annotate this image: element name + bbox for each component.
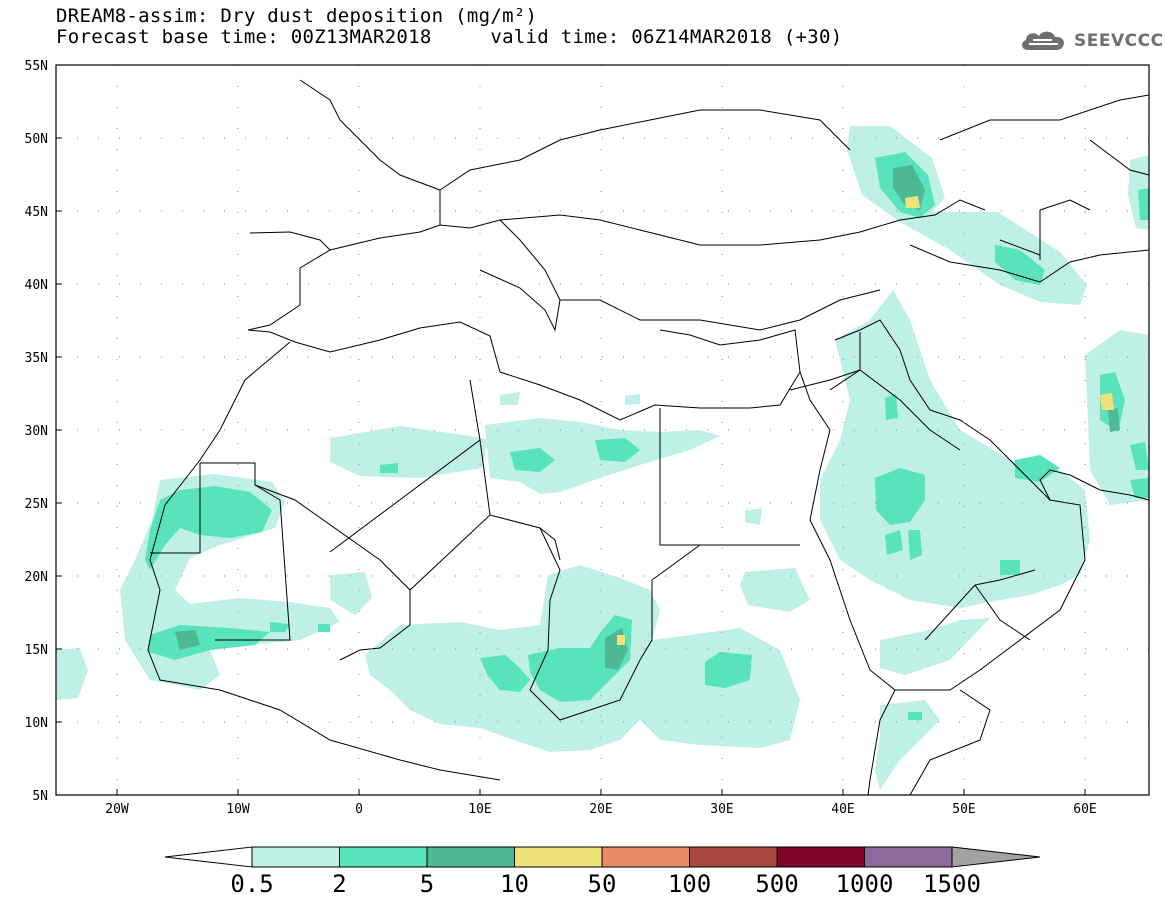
colorbar-label-500: 500 [755, 870, 798, 898]
lon-label-50e: 50E [952, 802, 975, 817]
lat-label-20n: 20N [25, 570, 48, 585]
lat-label-35n: 35N [25, 351, 48, 366]
longitude-axis [116, 789, 1086, 795]
colorbar-label-0.5: 0.5 [230, 870, 273, 898]
lon-label-30e: 30E [710, 802, 733, 817]
colorbar-over-arrow [951, 846, 1041, 868]
colorbar-segment-2 [339, 846, 428, 868]
longitude-labels: 20W 10W 0 10E 20E 30E 40E 50E 60E [105, 802, 1096, 817]
colorbar-segment-3 [426, 846, 515, 868]
colorbar-segment-1 [251, 846, 340, 868]
lat-label-50n: 50N [25, 132, 48, 147]
lat-label-25n: 25N [25, 497, 48, 512]
colorbar-label-1000: 1000 [836, 870, 894, 898]
logo-text: SEEVCCC [1074, 31, 1164, 51]
lon-label-0: 0 [355, 802, 363, 817]
colorbar-label-1500: 1500 [923, 870, 981, 898]
deposition-10-50-layer [617, 196, 1114, 645]
lat-label-5n: 5N [32, 789, 48, 804]
colorbar: 0.5 2 5 10 50 100 500 1000 1500 [164, 846, 1041, 898]
cloud-icon [1022, 31, 1065, 50]
colorbar-segment-4 [514, 846, 603, 868]
colorbar-under-arrow [164, 846, 253, 868]
colorbar-label-10: 10 [500, 870, 529, 898]
lon-label-20w: 20W [105, 802, 129, 817]
colorbar-segment-6 [689, 846, 778, 868]
colorbar-label-50: 50 [588, 870, 617, 898]
lon-label-60e: 60E [1073, 802, 1096, 817]
lat-label-45n: 45N [25, 205, 48, 220]
lat-label-30n: 30N [25, 424, 48, 439]
colorbar-label-5: 5 [420, 870, 434, 898]
lon-label-20e: 20E [589, 802, 612, 817]
lat-label-40n: 40N [25, 278, 48, 293]
colorbar-segment-7 [776, 846, 865, 868]
colorbar-label-100: 100 [668, 870, 711, 898]
lat-label-15n: 15N [25, 643, 48, 658]
graticule [56, 65, 1149, 795]
colorbar-label-2: 2 [332, 870, 346, 898]
lon-label-40e: 40E [831, 802, 854, 817]
deposition-2-5-layer [145, 152, 1149, 720]
forecast-times: Forecast base time: 00Z13MAR2018 valid t… [56, 26, 843, 48]
coastlines-and-borders [147, 79, 1149, 795]
latitude-axis [56, 64, 62, 796]
map-title: DREAM8-assim: Dry dust deposition (mg/m²… [56, 5, 538, 27]
lon-label-10w: 10W [226, 802, 250, 817]
lat-label-10n: 10N [25, 716, 48, 731]
seevccc-logo: SEEVCCC [1018, 28, 1164, 54]
latitude-labels: 5N 10N 15N 20N 25N 30N 35N 40N 45N 50N 5… [25, 59, 48, 804]
lat-label-55n: 55N [25, 59, 48, 74]
lon-label-10e: 10E [468, 802, 491, 817]
colorbar-segment-5 [601, 846, 690, 868]
colorbar-segment-8 [864, 846, 953, 868]
